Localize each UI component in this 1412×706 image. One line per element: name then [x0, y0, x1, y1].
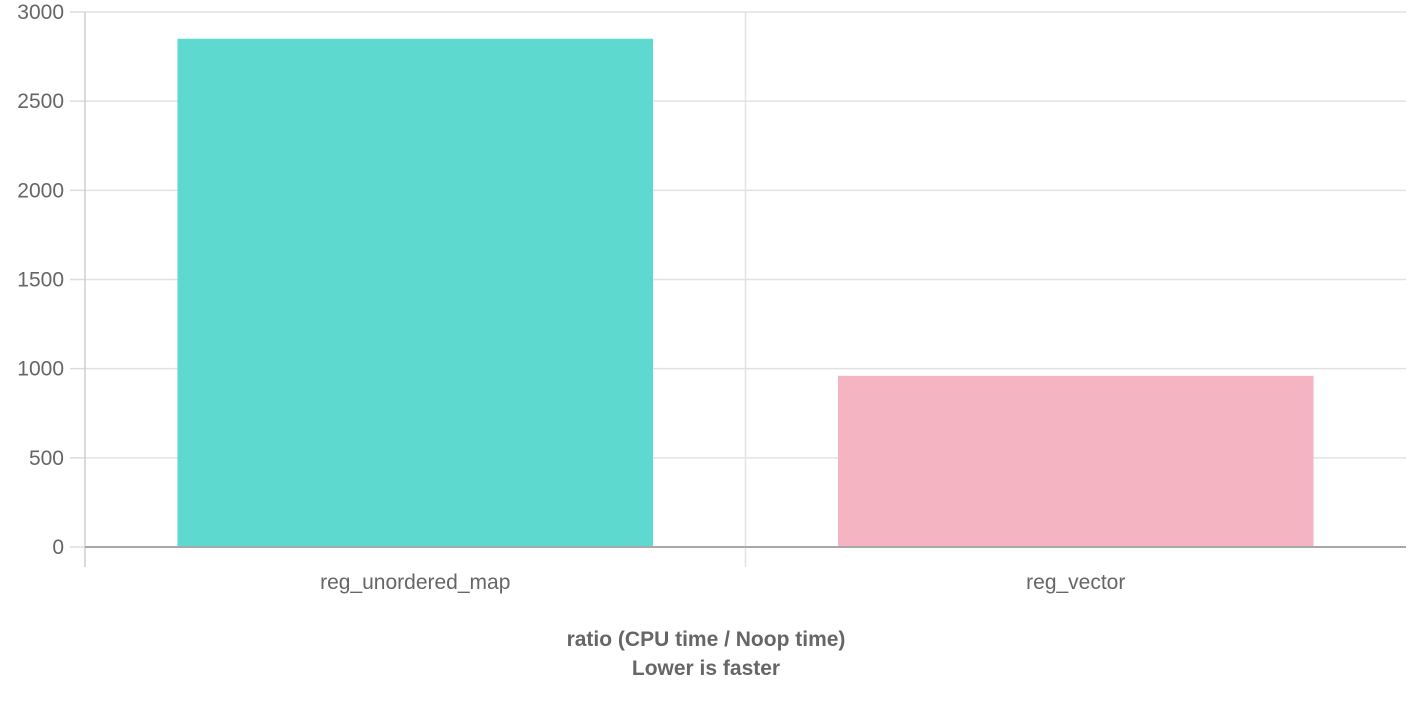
x-tick-label: reg_unordered_map — [320, 571, 510, 594]
y-tick-label: 1500 — [17, 269, 64, 292]
bar-reg_unordered_map — [177, 38, 654, 547]
y-tick-label: 0 — [52, 536, 64, 559]
y-tick-label: 1000 — [17, 358, 64, 381]
bars — [177, 38, 1314, 547]
y-tick-label: 500 — [29, 447, 64, 470]
axes — [70, 11, 1406, 567]
tick-labels: 0 500 1000 1500 2000 2500 3000 reg_unordered_ma… — [17, 1, 1125, 594]
bar-reg_vector — [837, 375, 1314, 547]
y-tick-label: 2000 — [17, 179, 64, 202]
y-tick-label: 3000 — [17, 1, 64, 24]
x-tick-label: reg_vector — [1026, 571, 1125, 594]
x-axis-title-line-2: Lower is faster — [631, 657, 781, 680]
x-axis-title-line-1: ratio (CPU time / Noop time) — [566, 628, 846, 651]
y-tick-label: 2500 — [17, 90, 64, 113]
